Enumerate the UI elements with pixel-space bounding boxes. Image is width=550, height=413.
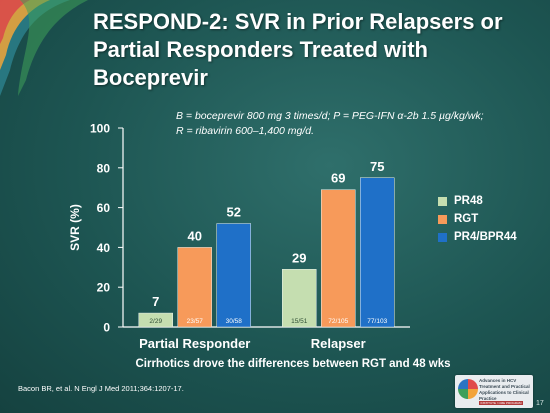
regimen-note-line-2: R = ribavirin 600–1,400 mg/d. — [176, 125, 315, 137]
legend-label: PR4/BPR44 — [454, 231, 517, 243]
bar-value-label: 7 — [152, 294, 159, 309]
legend-label: PR48 — [454, 195, 483, 207]
legend-swatch — [438, 214, 447, 224]
bar-fraction-label: 15/51 — [291, 318, 308, 325]
logo-tag: INSTITUTE / CME PROGRAM — [479, 401, 523, 405]
slide-title: RESPOND-2: SVR in Prior Relapsers or Par… — [93, 9, 503, 90]
bar-value-label: 69 — [331, 171, 345, 186]
citation-footnote: Bacon BR, et al. N Engl J Med 2011;364:1… — [18, 384, 184, 393]
legend-swatch — [438, 232, 447, 242]
y-tick-label: 20 — [97, 281, 111, 295]
bar-value-label: 52 — [227, 205, 241, 220]
legend-swatch — [438, 196, 447, 206]
y-tick-label: 0 — [103, 321, 110, 335]
bar-rgt-0 — [177, 247, 212, 328]
legend-item: PR4/BPR44 — [438, 229, 517, 245]
regimen-note-line-1: B = boceprevir 800 mg 3 times/d; P = PEG… — [176, 110, 484, 122]
chart-caption: Cirrhotics drove the differences between… — [135, 358, 451, 370]
legend-item: RGT — [438, 211, 517, 227]
bar-fraction-label: 23/57 — [187, 318, 204, 325]
bar-fraction-label: 72/105 — [328, 318, 348, 325]
slide-number: 17 — [536, 400, 544, 407]
bar-fraction-label: 2/29 — [149, 318, 162, 325]
bar-pr4-bpr44-0 — [216, 223, 251, 328]
bar-value-label: 29 — [292, 250, 306, 265]
bar-fraction-label: 30/58 — [226, 318, 243, 325]
bar-pr48-1 — [282, 269, 317, 328]
bar-pr48-0 — [138, 312, 173, 328]
legend-label: RGT — [454, 213, 479, 225]
x-category-label: Relapser — [311, 336, 366, 351]
y-axis-title: SVR (%) — [68, 204, 82, 251]
logo-mark-icon — [458, 379, 478, 399]
y-tick-label: 60 — [97, 201, 111, 215]
logo-text: Advances in HCV Treatment and Practical … — [479, 378, 530, 401]
regimen-note: B = boceprevir 800 mg 3 times/d; P = PEG… — [176, 109, 546, 139]
y-tick-label: 40 — [97, 241, 111, 255]
y-tick-label: 100 — [90, 122, 110, 136]
decorative-swirl-icon — [0, 0, 88, 96]
legend-item: PR48 — [438, 193, 517, 209]
program-logo: Advances in HCV Treatment and Practical … — [455, 375, 533, 408]
y-tick-label: 80 — [97, 161, 111, 175]
chart-legend: PR48 RGT PR4/BPR44 — [438, 193, 517, 247]
x-category-label: Partial Responder — [139, 336, 250, 351]
bar-fraction-label: 77/103 — [367, 318, 387, 325]
bar-value-label: 75 — [370, 159, 384, 174]
bar-rgt-1 — [321, 189, 356, 328]
bar-value-label: 40 — [188, 228, 202, 243]
bar-pr4-bpr44-1 — [360, 177, 395, 328]
